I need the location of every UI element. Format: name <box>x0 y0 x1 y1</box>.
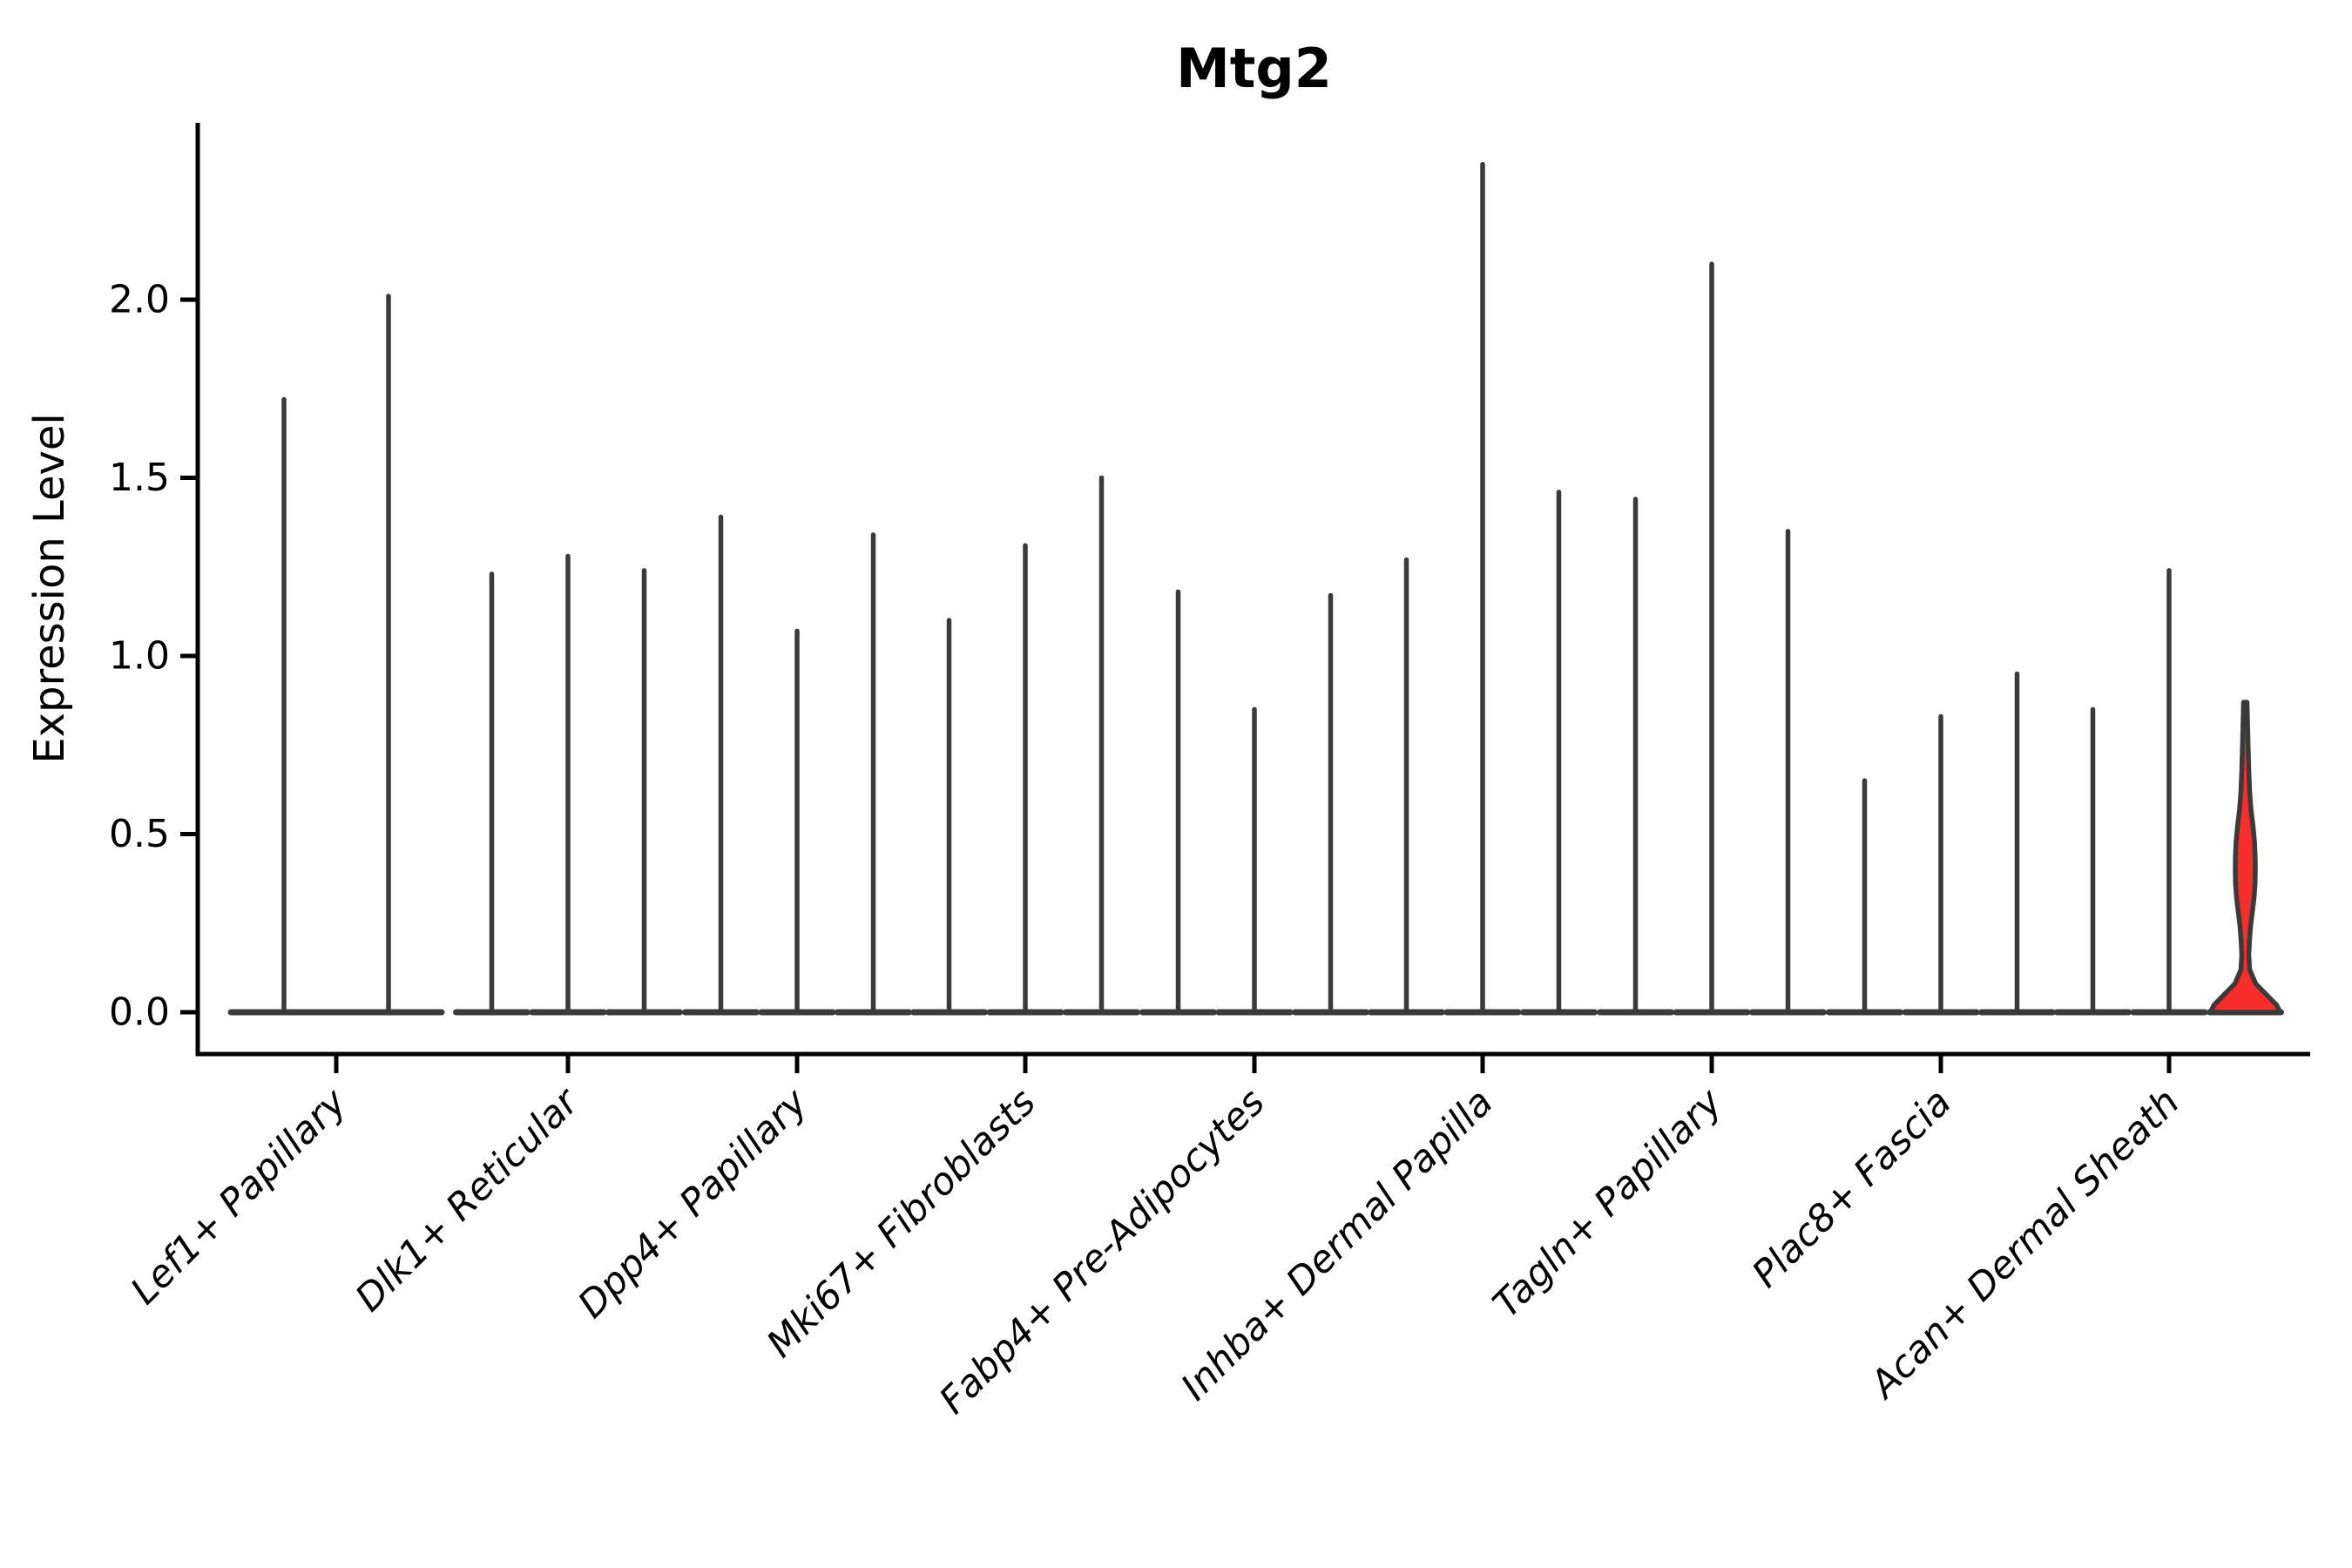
violins-layer <box>227 161 2284 1016</box>
x-tick-label: Plac8+ Fascia <box>1744 1080 1960 1296</box>
y-tick-label: 0.0 <box>109 990 170 1035</box>
x-tick-label: Dpp4+ Papillary <box>570 1080 816 1327</box>
chart-title: Mtg2 <box>1176 37 1332 100</box>
y-tick-label: 1.5 <box>109 456 170 500</box>
x-tick-label: Lef1+ Papillary <box>123 1080 355 1313</box>
y-tick-label: 0.5 <box>109 812 170 856</box>
x-tick-label: Tagln+ Papillary <box>1485 1080 1732 1327</box>
y-tick-label: 2.0 <box>109 278 170 322</box>
x-tick-label: Dlk1+ Reticular <box>348 1079 589 1321</box>
y-tick-label: 1.0 <box>109 634 170 679</box>
y-axis-label: Expression Level <box>25 413 74 764</box>
highlighted-violin-acan-dermal-sheath <box>2207 700 2283 1015</box>
